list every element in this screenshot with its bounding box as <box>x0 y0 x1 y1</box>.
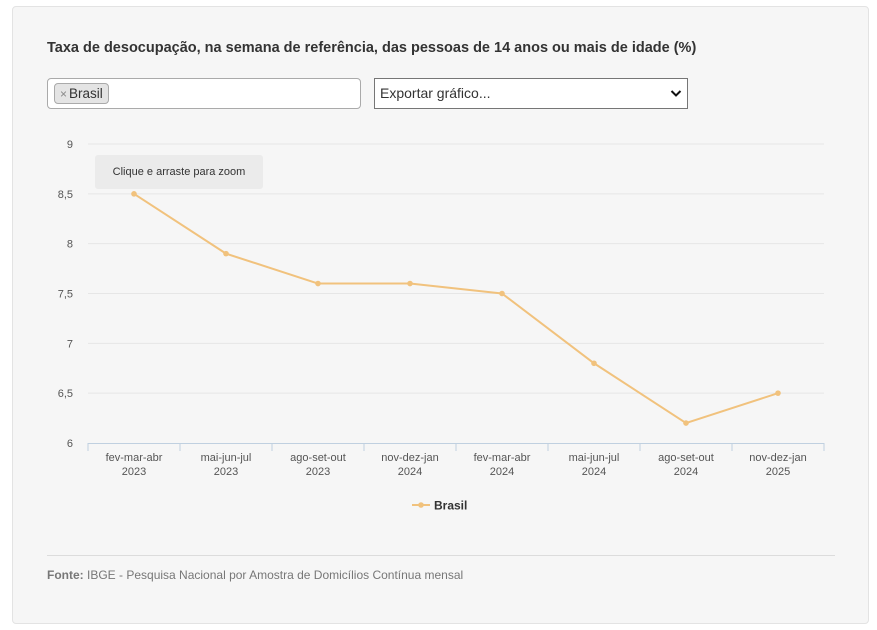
series-brasil <box>131 191 781 426</box>
x-tick-label: ago-set-out <box>290 452 346 464</box>
data-point <box>499 290 505 297</box>
x-tick-label-year: 2024 <box>398 466 422 478</box>
y-tick-label: 9 <box>67 139 73 151</box>
legend-label: Brasil <box>434 499 467 513</box>
zoom-hint-tooltip: Clique e arraste para zoom <box>95 155 263 189</box>
chart-card <box>12 6 869 624</box>
x-tick-label: mai-jun-jul <box>569 452 620 464</box>
x-tick-label-year: 2025 <box>766 466 790 478</box>
y-tick-label: 8,5 <box>58 189 73 201</box>
data-point <box>131 191 137 197</box>
y-tick-label: 8 <box>67 239 73 251</box>
x-tick-label: nov-dez-jan <box>749 452 806 464</box>
source-label: Fonte: <box>47 568 84 582</box>
x-tick-label-year: 2024 <box>674 466 698 478</box>
export-chart-select[interactable]: Exportar gráfico... <box>374 78 688 109</box>
data-point <box>775 390 781 396</box>
source-note: Fonte: IBGE - Pesquisa Nacional por Amos… <box>47 568 463 582</box>
chart-title: Taxa de desocupação, na semana de referê… <box>47 40 697 56</box>
x-tick-label-year: 2023 <box>122 466 146 478</box>
x-tick-label: nov-dez-jan <box>381 452 438 464</box>
data-point <box>315 280 321 287</box>
series-line <box>133 192 779 425</box>
x-tick-label-year: 2023 <box>306 466 330 478</box>
selected-tag-label: Brasil <box>69 86 103 101</box>
data-point <box>683 420 689 426</box>
footer-divider <box>47 555 835 556</box>
x-tick-label: ago-set-out <box>658 452 714 464</box>
x-axis: fev-mar-abr 2023 mai-jun-jul 2023 ago-set-ou… <box>87 443 825 478</box>
y-tick-label: 6,5 <box>58 388 73 400</box>
x-tick-label: fev-mar-abr <box>474 452 531 464</box>
data-point <box>223 250 229 257</box>
x-tick-label: mai-jun-jul <box>201 452 252 464</box>
x-tick-label-year: 2023 <box>214 466 238 478</box>
export-chart-label: Exportar gráfico... <box>380 85 491 101</box>
data-point <box>407 280 413 287</box>
x-tick-label-year: 2024 <box>490 466 514 478</box>
y-tick-label: 7 <box>67 338 73 350</box>
remove-tag-icon[interactable]: × <box>60 87 68 101</box>
y-axis-ticks: 9 8,5 8 7,5 7 6,5 6 <box>58 139 73 450</box>
chart-legend[interactable]: Brasil <box>412 499 467 513</box>
x-tick-label-year: 2024 <box>582 466 606 478</box>
data-point <box>591 360 597 367</box>
y-tick-label: 6 <box>67 438 73 450</box>
source-text: IBGE - Pesquisa Nacional por Amostra de … <box>87 568 464 582</box>
chevron-down-icon <box>670 79 682 120</box>
legend-marker <box>418 502 424 508</box>
y-tick-label: 7,5 <box>58 289 73 301</box>
selected-tag-brasil: × Brasil <box>54 83 109 104</box>
x-tick-label: fev-mar-abr <box>106 452 163 464</box>
region-filter-input[interactable]: × Brasil <box>47 78 361 109</box>
